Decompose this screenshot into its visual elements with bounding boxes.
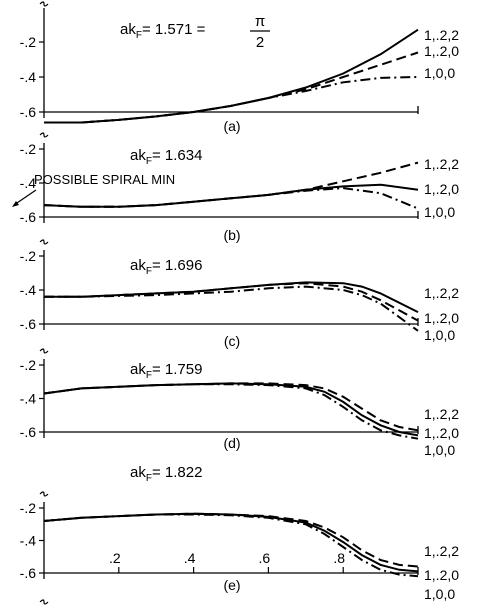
panel-a-fraction-den: 2: [256, 34, 264, 51]
panel-d-series-line: [43, 382, 419, 432]
panel-a-ak-title: akF= 1.571 =: [120, 21, 206, 41]
panel-c-series-label: 1,.2,0: [424, 310, 459, 326]
panel-a-series-label: 1,.2,0: [424, 43, 459, 59]
panel-d-series-label: 1,.2,0: [424, 425, 459, 441]
panel-c-series-label: 1,0,0: [424, 327, 455, 343]
panel-a-ytick-label: -.6: [20, 104, 37, 120]
panel-a-label: (a): [223, 118, 240, 134]
panel-b-label: (b): [223, 227, 240, 243]
panel-d-ytick-label: -.2: [20, 357, 37, 373]
panel-a-series-line: [44, 76, 419, 124]
panel-b-series-line: [43, 183, 419, 208]
panel-d-label: (d): [223, 435, 240, 451]
panel-a-axis-break: [39, 1, 49, 7]
panel-e-axis-break: [39, 491, 49, 497]
panel-e-xtick-label: .8: [333, 550, 345, 566]
panel-c-series-line: [44, 282, 419, 322]
panel-d-series-line: [43, 383, 419, 440]
panel-b-annotation: POSSIBLE SPIRAL MIN: [34, 172, 175, 187]
panel-a-fraction-num: π: [255, 13, 265, 30]
panel-b-series-label: 1,0,0: [424, 204, 455, 220]
panel-a-ytick-label: -.4: [20, 69, 37, 85]
panel-c-axis-break: [39, 239, 49, 245]
panel-e-ytick-label: -.2: [20, 500, 37, 516]
panel-d-ytick-label: -.6: [20, 424, 37, 440]
panel-b-ak-title: akF= 1.634: [130, 147, 202, 167]
panel-e-series-label: 1,.2,2: [424, 543, 459, 559]
panel-e-series-line: [43, 512, 419, 568]
panel-e-xtick-label: .4: [184, 550, 196, 566]
panel-c-ytick-label: -.2: [20, 248, 37, 264]
panel-e-series-line: [43, 512, 419, 573]
panel-c-ak-title: akF= 1.696: [130, 257, 202, 277]
panel-a-series-line: [44, 28, 419, 124]
panel-e-series-label: 1,.2,0: [424, 567, 459, 583]
panel-b-ytick-label: -.6: [20, 209, 37, 225]
panel-a-series-label: 1,0,0: [424, 65, 455, 81]
panel-c-series-line: [44, 285, 419, 332]
panel-d-axis-break: [39, 348, 49, 354]
panel-e-ytick-label: -.6: [20, 565, 37, 581]
panel-e-xtick-label: .6: [259, 550, 271, 566]
panel-c-label: (c): [224, 333, 240, 349]
panel-b-annotation-arrowhead: [12, 201, 19, 207]
panel-e-xtick-label: .2: [109, 550, 121, 566]
panel-e-series-label: 1,0,0: [424, 586, 455, 602]
panel-b-ytick-label: -.2: [20, 141, 37, 157]
bottom-axis-break: [39, 599, 49, 605]
panel-a-ytick-label: -.2: [20, 34, 37, 50]
panel-c-series-line: [44, 281, 419, 313]
panel-b-ytick-label: -.4: [20, 175, 37, 191]
panel-e-ytick-label: -.4: [20, 533, 37, 549]
panel-b-series-label: 1,.2,0: [424, 181, 459, 197]
panel-b-axis-break: [39, 132, 49, 138]
panel-e-ak-title: akF= 1.822: [130, 464, 202, 484]
panel-d-ak-title: akF= 1.759: [130, 361, 202, 381]
panel-b-series-line: [43, 187, 419, 210]
panel-d-series-label: 1,0,0: [424, 442, 455, 458]
panel-e-label: (e): [223, 577, 240, 593]
panel-b-annotation-arrow: [13, 189, 37, 206]
panel-a-series-label: 1,.2,2: [424, 27, 459, 43]
panel-b-series-label: 1,.2,2: [424, 156, 459, 172]
panel-c-ytick-label: -.6: [20, 316, 37, 332]
panel-d-series-label: 1,.2,2: [424, 406, 459, 422]
panel-c-ytick-label: -.4: [20, 282, 37, 298]
panel-e-series-line: [43, 513, 419, 578]
panel-c-series-label: 1,.2,2: [424, 285, 459, 301]
panel-d-ytick-label: -.4: [20, 391, 37, 407]
